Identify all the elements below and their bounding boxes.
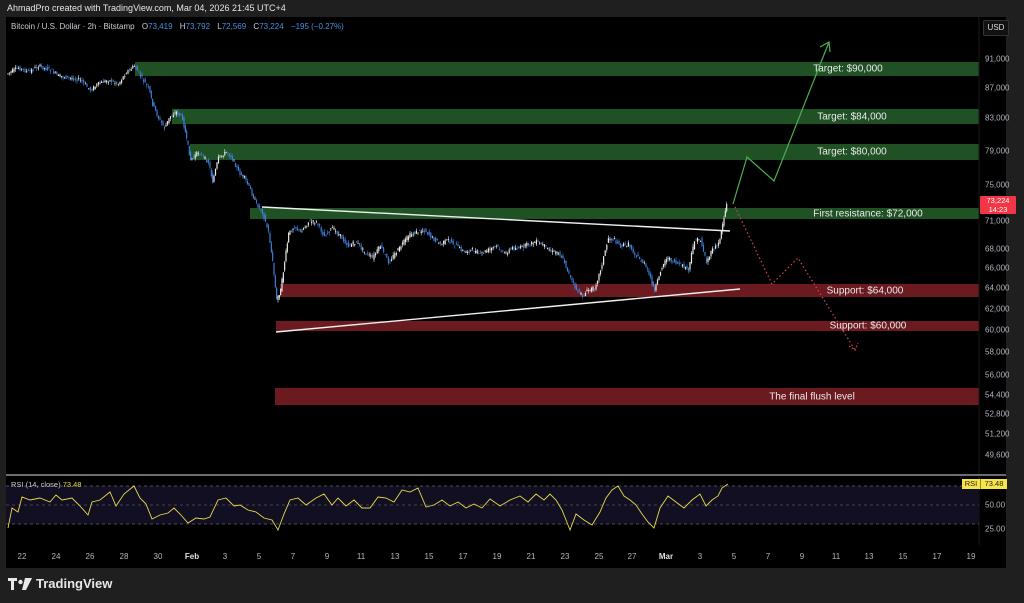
zone-label: Target: $80,000 — [817, 146, 887, 158]
candles-layer — [7, 63, 728, 303]
currency-button[interactable]: USD — [983, 20, 1009, 36]
descending-trendline — [261, 206, 731, 232]
zone-label: Target: $90,000 — [813, 63, 883, 75]
close-value: 73,224 — [259, 22, 284, 31]
price-axis-label: 64,000 — [985, 283, 1010, 293]
support-zone[interactable] — [275, 388, 979, 405]
ascending-trendline — [275, 288, 741, 333]
time-axis-label: 23 — [560, 552, 570, 561]
target-zone[interactable] — [190, 144, 979, 160]
bearish-projection-path — [734, 206, 856, 351]
rsi-tag-label: RSI — [962, 479, 981, 489]
time-axis-label: 26 — [85, 552, 95, 561]
bearish-arrowhead — [848, 342, 859, 351]
time-axis-label: 27 — [627, 552, 637, 561]
time-axis-label: 9 — [799, 552, 805, 561]
price-axis-label: 87,000 — [985, 83, 1010, 93]
price-axis-label: 58,000 — [985, 347, 1010, 357]
support-zone[interactable] — [280, 284, 979, 297]
target-zone[interactable] — [135, 62, 979, 76]
time-axis-label: 21 — [526, 552, 536, 561]
time-axis-label: 3 — [222, 552, 228, 561]
time-axis-label: 25 — [594, 552, 604, 561]
zone-label: Support: $64,000 — [826, 285, 904, 296]
open-value: 73,419 — [148, 22, 173, 31]
price-axis-label: 50.00 — [985, 500, 1006, 510]
price-axis-label: 68,000 — [985, 244, 1010, 254]
price-axis-label: 62,000 — [985, 304, 1010, 314]
time-axis-label: 11 — [356, 552, 366, 561]
attribution-text: AhmadPro created with TradingView.com, M… — [7, 3, 286, 13]
high-value: 73,792 — [185, 22, 211, 31]
price-axis-label: 54,400 — [985, 390, 1010, 400]
time-axis-label: 15 — [424, 552, 434, 561]
price-axis-label: 83,000 — [985, 113, 1010, 123]
target-zone[interactable] — [172, 109, 979, 124]
time-axis-label: Mar — [658, 552, 674, 561]
time-axis-label: 11 — [831, 552, 841, 561]
price-axis-label: 79,000 — [985, 146, 1010, 156]
time-axis-label: 13 — [864, 552, 874, 561]
time-axis-label: Feb — [184, 552, 200, 561]
tradingview-logo-icon — [8, 577, 32, 590]
resistance-zone[interactable] — [250, 208, 979, 219]
price-axis-label: 49,600 — [985, 450, 1010, 460]
price-axis-label: 75,000 — [985, 180, 1010, 190]
price-axis-label: 56,000 — [985, 370, 1010, 380]
zones-layer — [135, 62, 979, 405]
time-axis-label: 22 — [17, 552, 27, 561]
time-axis-label: 30 — [153, 552, 163, 561]
rsi-value: 73.48 — [62, 480, 82, 489]
last-price-tag: 73,224 14:23 — [980, 196, 1016, 214]
zone-label: First resistance: $72,000 — [813, 208, 923, 219]
tradingview-logo[interactable]: TradingView — [8, 576, 112, 591]
price-axis-label: 52,800 — [985, 409, 1010, 419]
time-axis-label: 28 — [119, 552, 129, 561]
time-axis-label: 3 — [697, 552, 703, 561]
rsi-legend: RSI (14, close) 73.48 — [11, 480, 82, 489]
rsi-line — [7, 483, 729, 532]
rsi-tag-value: 73.48 — [981, 479, 1007, 489]
time-axis-label: 5 — [731, 552, 737, 561]
bullish-projection-path — [732, 41, 830, 205]
time-axis-label: 13 — [390, 552, 400, 561]
time-axis-label: 24 — [51, 552, 61, 561]
time-axis-label: 7 — [765, 552, 771, 561]
price-axis-label: 25.00 — [985, 524, 1006, 534]
price-axis-label: 51,200 — [985, 429, 1010, 439]
support-zone[interactable] — [276, 321, 979, 331]
symbol-label: Bitcoin / U.S. Dollar · 2h · Bitstamp — [11, 22, 135, 31]
time-axis-label: 9 — [324, 552, 330, 561]
price-axis-label: 91,000 — [985, 54, 1010, 64]
time-axis-label: 15 — [898, 552, 908, 561]
price-axis-label: 60,000 — [985, 325, 1010, 335]
time-axis-label: 7 — [290, 552, 296, 561]
time-axis-label: 19 — [966, 552, 976, 561]
zone-label: Support: $60,000 — [829, 320, 907, 332]
time-axis-label: 5 — [256, 552, 262, 561]
time-axis-label: 17 — [458, 552, 468, 561]
change-value: −195 (−0.27%) — [290, 22, 344, 31]
time-axis-label: 17 — [932, 552, 942, 561]
price-axis-label: 66,000 — [985, 263, 1010, 273]
zone-label: Target: $84,000 — [817, 111, 887, 122]
price-axis-label: 71,000 — [985, 216, 1010, 226]
ohlc-legend: Bitcoin / U.S. Dollar · 2h · Bitstamp O7… — [11, 22, 344, 31]
time-axis-label: 19 — [492, 552, 502, 561]
bullish-arrowhead — [819, 41, 831, 53]
low-value: 72,569 — [221, 22, 247, 31]
zone-label: The final flush level — [769, 391, 855, 402]
